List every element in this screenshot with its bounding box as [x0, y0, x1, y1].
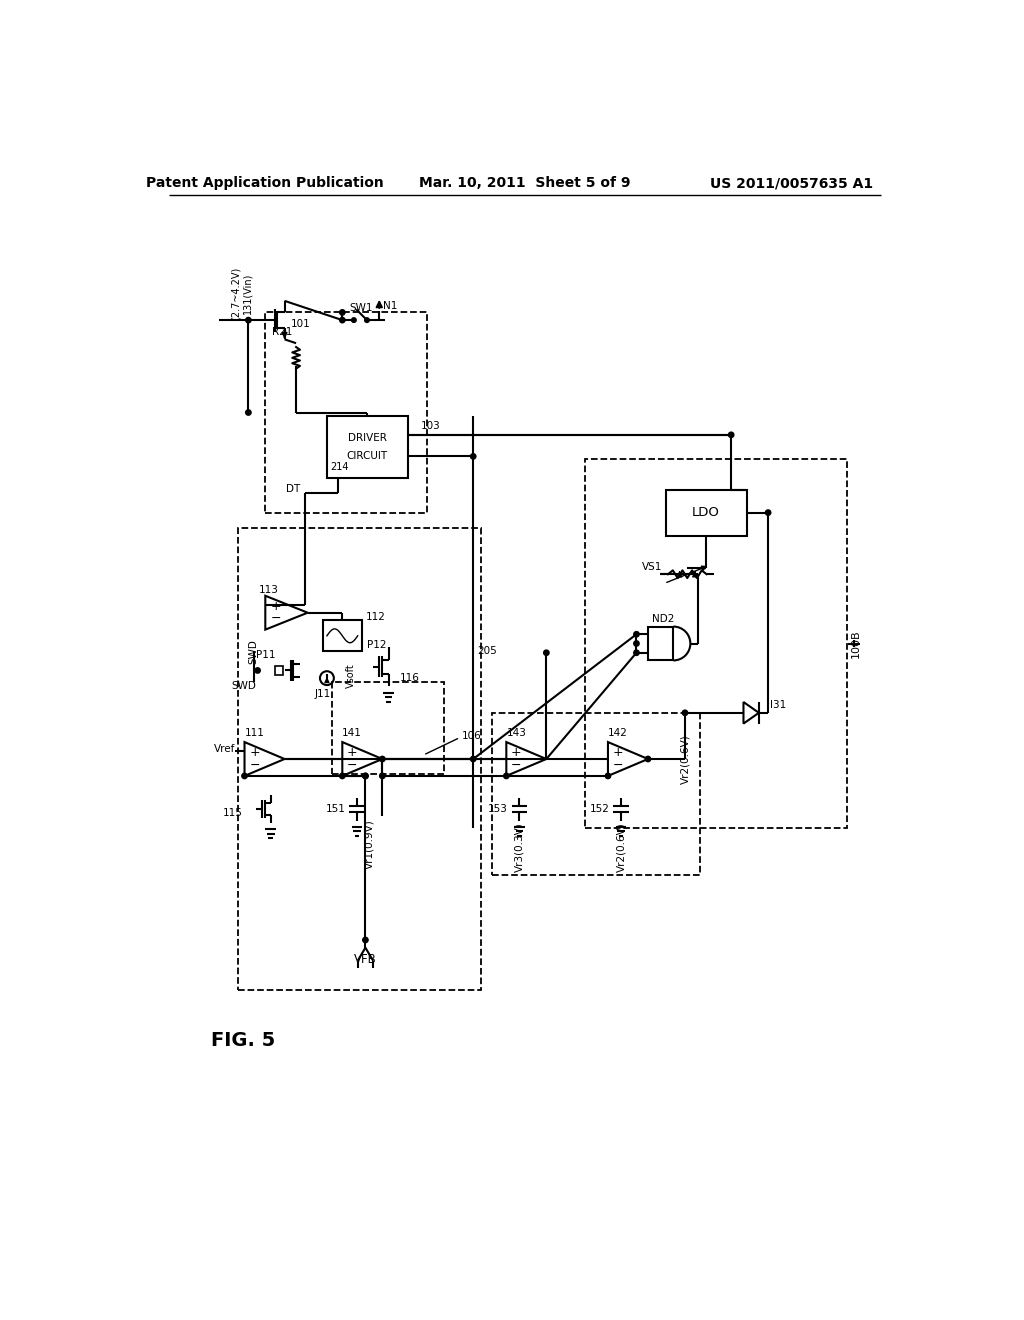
Text: 106: 106	[462, 731, 481, 741]
Text: 101: 101	[291, 319, 310, 329]
Circle shape	[362, 774, 368, 779]
Text: VFB: VFB	[354, 953, 377, 966]
Circle shape	[380, 774, 385, 779]
Bar	[666, 490, 746, 536]
Text: 151: 151	[326, 804, 345, 814]
Text: N1: N1	[383, 301, 397, 312]
Text: −: −	[612, 759, 624, 772]
Circle shape	[765, 510, 771, 515]
Text: I31: I31	[770, 700, 785, 710]
Circle shape	[470, 454, 476, 459]
Circle shape	[242, 774, 247, 779]
Circle shape	[340, 317, 345, 323]
Circle shape	[470, 756, 476, 762]
Text: 115: 115	[222, 808, 243, 818]
Text: ND2: ND2	[652, 614, 674, 624]
Circle shape	[605, 774, 610, 779]
Text: SWD: SWD	[231, 681, 256, 690]
Text: Vsoft: Vsoft	[346, 664, 355, 688]
Text: 112: 112	[366, 611, 385, 622]
Text: R21: R21	[272, 326, 292, 337]
Text: −: −	[249, 759, 260, 772]
Circle shape	[362, 937, 368, 942]
Text: SWD: SWD	[249, 639, 259, 664]
Text: Mar. 10, 2011  Sheet 5 of 9: Mar. 10, 2011 Sheet 5 of 9	[419, 176, 631, 190]
Circle shape	[255, 668, 260, 673]
Circle shape	[728, 432, 734, 437]
Text: −: −	[270, 612, 282, 626]
Bar	[327, 416, 408, 478]
Text: +: +	[511, 746, 521, 759]
Circle shape	[544, 649, 549, 656]
Text: 153: 153	[488, 804, 508, 814]
Text: +: +	[270, 601, 282, 612]
Text: 205: 205	[477, 647, 497, 656]
Text: Vr2(0.6V): Vr2(0.6V)	[680, 734, 690, 784]
Bar	[648, 627, 674, 660]
Bar	[333, 682, 444, 775]
Circle shape	[362, 774, 368, 779]
Text: 103: 103	[421, 421, 440, 430]
Text: Vr2(0.6V): Vr2(0.6V)	[616, 822, 626, 873]
Circle shape	[365, 318, 370, 322]
Text: Vr3(0.3V): Vr3(0.3V)	[514, 822, 524, 873]
Text: +: +	[249, 746, 260, 759]
Text: 141: 141	[342, 727, 362, 738]
Text: +: +	[347, 746, 357, 759]
Circle shape	[634, 640, 639, 647]
Text: 113: 113	[259, 585, 279, 594]
Circle shape	[380, 756, 385, 762]
Bar	[239, 528, 481, 990]
Text: CIRCUIT: CIRCUIT	[347, 451, 388, 462]
Text: P12: P12	[368, 640, 387, 649]
Text: 143: 143	[506, 727, 526, 738]
Text: 214: 214	[330, 462, 348, 471]
Text: LDO: LDO	[692, 506, 720, 519]
Circle shape	[645, 756, 650, 762]
Circle shape	[246, 409, 251, 416]
Circle shape	[340, 774, 345, 779]
Bar	[265, 313, 427, 512]
Text: VS1: VS1	[641, 561, 662, 572]
Circle shape	[634, 631, 639, 638]
Text: 152: 152	[590, 804, 609, 814]
Text: +: +	[612, 746, 624, 759]
Text: J11: J11	[315, 689, 331, 698]
Text: −: −	[347, 759, 357, 772]
Text: FIG. 5: FIG. 5	[211, 1031, 275, 1049]
Text: 142: 142	[608, 727, 628, 738]
Text: 100B: 100B	[851, 630, 861, 657]
Bar	[585, 459, 847, 829]
Text: (2.7~4.2V): (2.7~4.2V)	[231, 267, 241, 319]
Circle shape	[634, 649, 639, 656]
Circle shape	[351, 318, 356, 322]
Text: 116: 116	[400, 673, 420, 684]
Text: Vref: Vref	[214, 744, 236, 754]
Text: Patent Application Publication: Patent Application Publication	[146, 176, 384, 190]
Text: Vr1(0.9V): Vr1(0.9V)	[365, 818, 374, 869]
Circle shape	[682, 710, 688, 715]
Text: US 2011/0057635 A1: US 2011/0057635 A1	[710, 176, 872, 190]
Circle shape	[504, 774, 509, 779]
Text: SW1: SW1	[349, 302, 373, 313]
Text: DT: DT	[286, 484, 300, 495]
Text: P11: P11	[256, 649, 275, 660]
Bar	[275, 665, 283, 675]
Text: 131(Vin): 131(Vin)	[243, 272, 253, 314]
Bar	[493, 713, 700, 875]
Circle shape	[246, 317, 251, 323]
Text: −: −	[511, 759, 521, 772]
Circle shape	[340, 310, 345, 315]
Bar	[323, 620, 361, 651]
Text: DRIVER: DRIVER	[348, 433, 387, 444]
Text: 111: 111	[245, 727, 264, 738]
